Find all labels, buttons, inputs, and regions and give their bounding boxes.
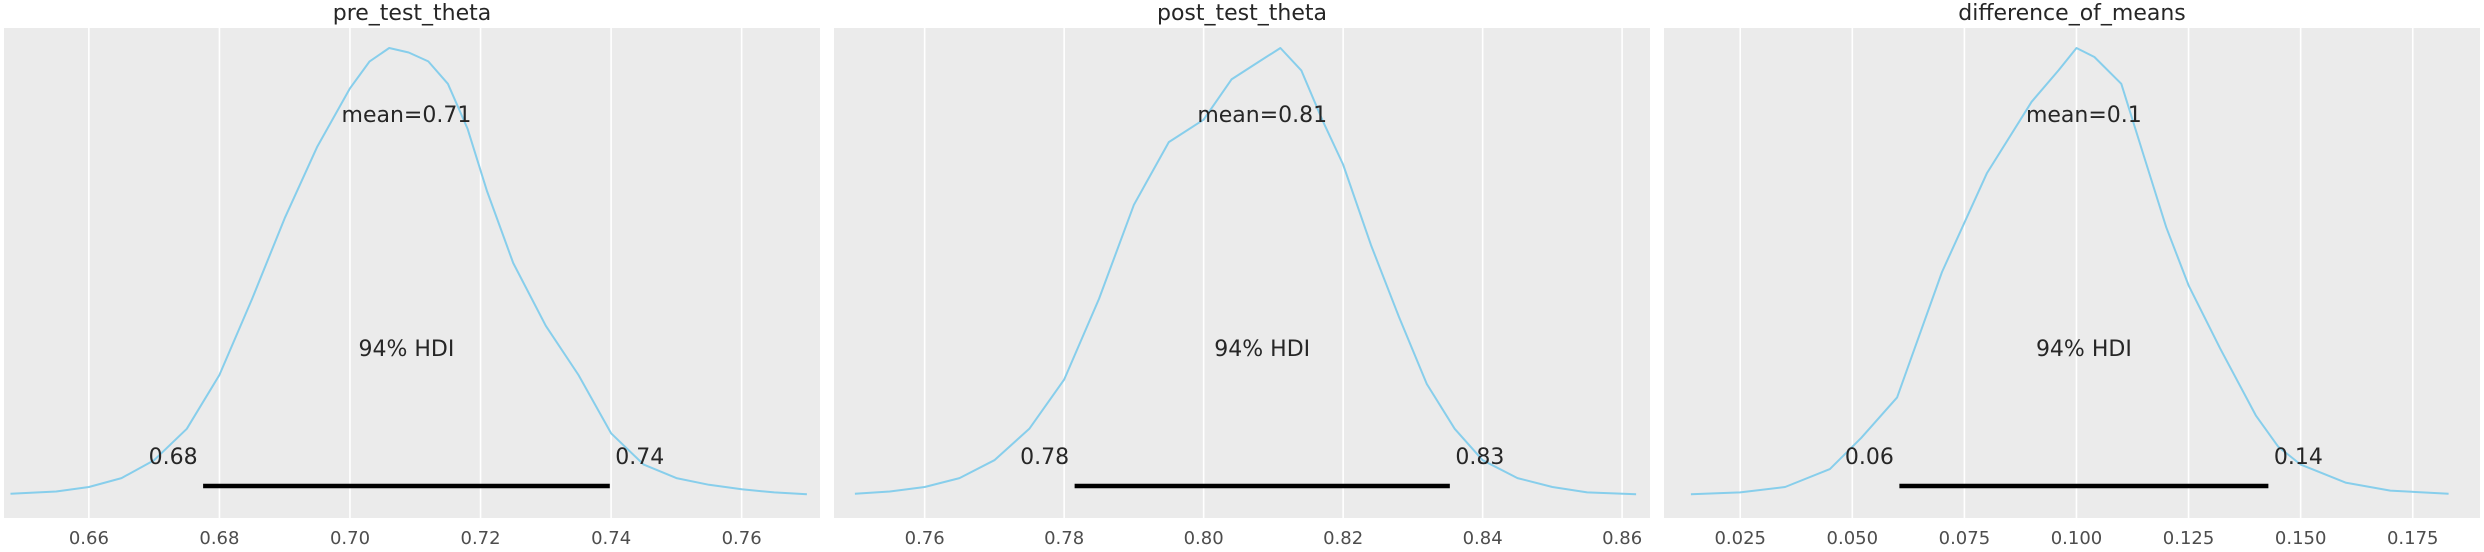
hdi-upper-label: 0.83 — [1455, 445, 1504, 470]
hdi-lower-label: 0.06 — [1845, 445, 1894, 470]
plot-background — [4, 28, 820, 518]
x-tick-label: 0.80 — [1184, 528, 1224, 549]
panel-1: pre_test_theta 0.68 0.74 mean=0.71 94% HDI 0.… — [4, 1, 820, 549]
x-tick-label: 0.72 — [461, 528, 501, 549]
panel-3: difference_of_means 0.06 0.14 mean=0.1 94% H… — [1664, 1, 2480, 549]
hdi-lower-label: 0.78 — [1020, 445, 1069, 470]
x-tick-label: 0.075 — [1939, 528, 1991, 549]
x-tick-label: 0.82 — [1323, 528, 1363, 549]
density-curve — [10, 47, 807, 496]
panel-title: pre_test_theta — [333, 1, 492, 26]
mean-label: mean=0.71 — [342, 103, 472, 128]
x-tick-label: 0.150 — [2275, 528, 2327, 549]
hdi-upper-label: 0.14 — [2274, 445, 2323, 470]
x-tick-label: 0.100 — [2051, 528, 2103, 549]
hdi-label: 94% HDI — [1214, 337, 1310, 362]
density-curve — [854, 47, 1637, 496]
mean-label: mean=0.81 — [1197, 103, 1327, 128]
x-tick-label: 0.70 — [330, 528, 370, 549]
hdi-label: 94% HDI — [359, 337, 455, 362]
density-curve — [1690, 47, 2449, 496]
panel-2: post_test_theta 0.78 0.83 mean=0.81 94% HDI 0… — [834, 1, 1650, 549]
x-tick-label: 0.74 — [591, 528, 631, 549]
x-tick-label: 0.76 — [722, 528, 762, 549]
x-tick-label: 0.125 — [2163, 528, 2215, 549]
hdi-label: 94% HDI — [2036, 337, 2132, 362]
mean-label: mean=0.1 — [2026, 103, 2142, 128]
plot-background — [834, 28, 1650, 518]
x-tick-label: 0.175 — [2387, 528, 2439, 549]
x-tick-label: 0.025 — [1714, 528, 1766, 549]
x-tick-label: 0.76 — [905, 528, 945, 549]
plot-background — [1664, 28, 2480, 518]
x-tick-label: 0.84 — [1463, 528, 1503, 549]
x-tick-label: 0.66 — [69, 528, 109, 549]
hdi-upper-label: 0.74 — [615, 445, 664, 470]
panel-title: difference_of_means — [1958, 1, 2186, 26]
x-tick-label: 0.050 — [1827, 528, 1879, 549]
x-tick-label: 0.78 — [1044, 528, 1084, 549]
hdi-lower-label: 0.68 — [149, 445, 198, 470]
x-tick-label: 0.68 — [199, 528, 239, 549]
x-tick-label: 0.86 — [1602, 528, 1642, 549]
panel-title: post_test_theta — [1157, 1, 1327, 26]
